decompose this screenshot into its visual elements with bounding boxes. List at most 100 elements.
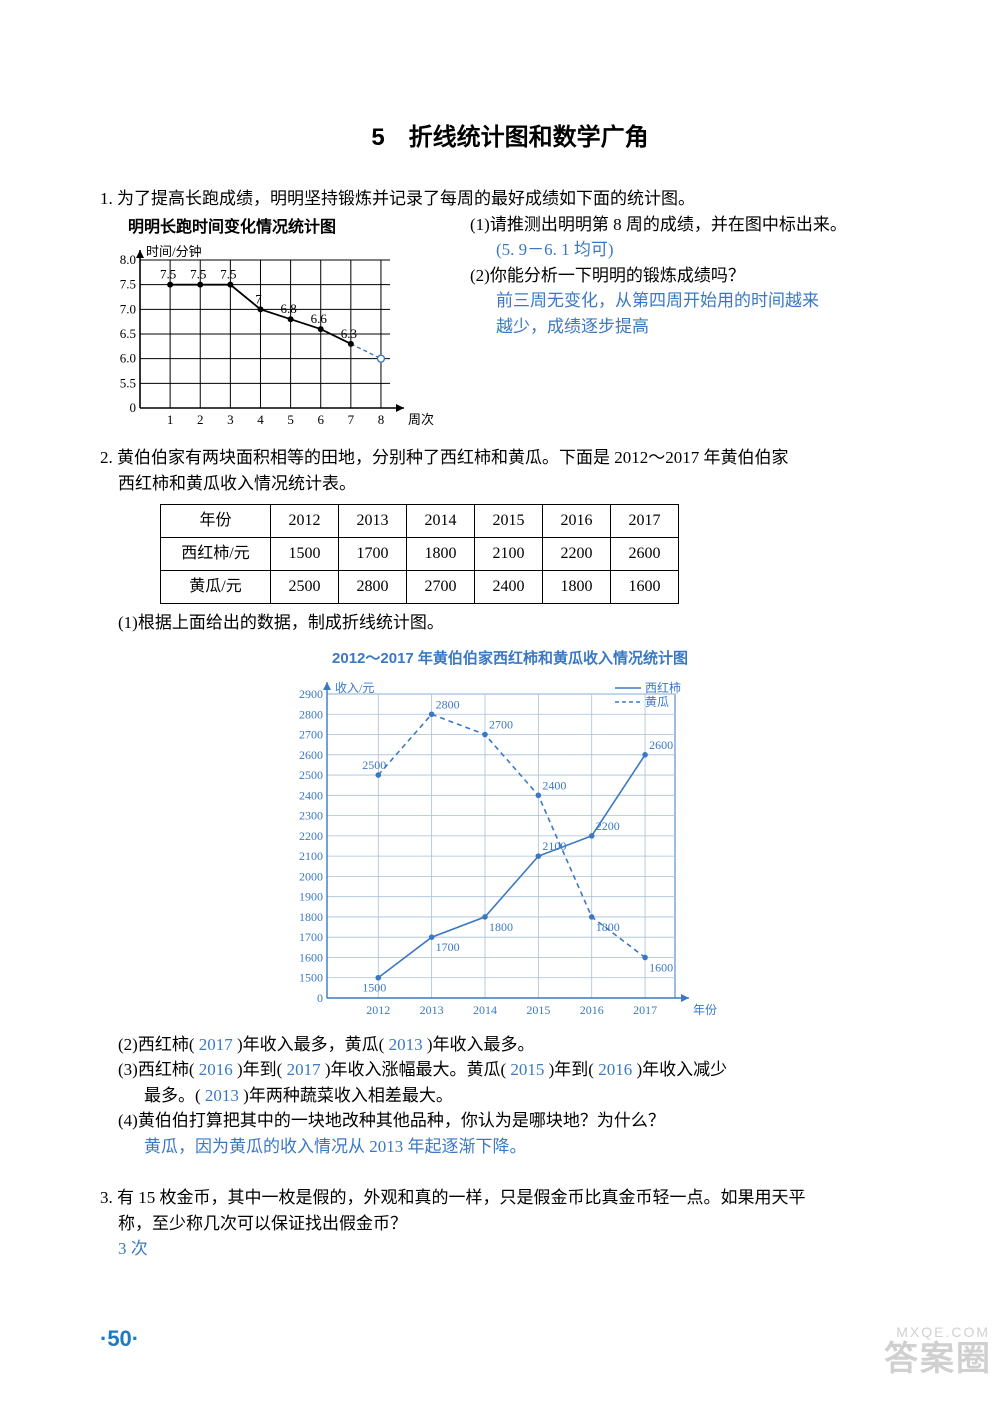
table-cell: 2013 [339,505,407,538]
q1-subquestions: (1)请推测出明明第 8 周的成绩，并在图中标出来。 (5. 9－6. 1 均可… [470,212,920,340]
svg-text:2500: 2500 [299,768,323,782]
svg-text:7.0: 7.0 [120,301,136,316]
q2-sub1: (1)根据上面给出的数据，制成折线统计图。 [118,610,920,636]
table-cell: 2400 [475,571,543,604]
table-cell: 2100 [475,538,543,571]
svg-text:6: 6 [317,412,324,427]
svg-text:1800: 1800 [489,920,513,934]
watermark: 答案圈 [884,1334,992,1385]
svg-text:7.5: 7.5 [190,266,206,281]
table-row: 西红柿/元 1500 1700 1800 2100 2200 2600 [161,538,679,571]
svg-text:8: 8 [378,412,385,427]
svg-text:2: 2 [197,412,204,427]
table-cell: 2012 [271,505,339,538]
svg-text:2700: 2700 [489,718,513,732]
table-row: 黄瓜/元 2500 2800 2700 2400 1800 1600 [161,571,679,604]
svg-text:2300: 2300 [299,809,323,823]
q1-sub1-ans: (5. 9－6. 1 均可) [496,237,920,263]
svg-text:1500: 1500 [299,971,323,985]
table-cell: 西红柿/元 [161,538,271,571]
answer: 2013 [389,1035,423,1054]
answer: 2015 [510,1060,544,1079]
q1-chart: 05.56.06.57.07.58.012345678时间/分钟周次7.57.5… [100,242,440,432]
q2-sub3-l2: 最多。( 2013 )年两种蔬菜收入相差最大。 [144,1083,920,1109]
svg-text:1600: 1600 [649,960,673,974]
svg-text:7.5: 7.5 [160,266,176,281]
svg-text:2016: 2016 [580,1003,604,1017]
table-cell: 年份 [161,505,271,538]
q1-chart-title: 明明长跑时间变化情况统计图 [128,216,440,240]
page-title: 5 折线统计图和数学广角 [100,120,920,156]
svg-text:西红柿: 西红柿 [645,680,681,695]
svg-text:2014: 2014 [473,1003,497,1017]
q2-sub4: (4)黄伯伯打算把其中的一块地改种其他品种，你认为是哪块地？为什么？ [118,1108,920,1134]
svg-text:1800: 1800 [596,920,620,934]
text: )年到( [233,1060,287,1079]
table-cell: 2700 [407,571,475,604]
svg-text:2012: 2012 [366,1003,390,1017]
svg-text:2200: 2200 [299,829,323,843]
table-cell: 1500 [271,538,339,571]
q1-text: 1. 为了提高长跑成绩，明明坚持锻炼并记录了每周的最好成绩如下面的统计图。 [100,186,920,212]
svg-text:2700: 2700 [299,728,323,742]
svg-text:3: 3 [227,412,234,427]
text: )年到( [544,1060,598,1079]
q2-chart-title: 2012～2017 年黄伯伯家西红柿和黄瓜收入情况统计图 [100,648,920,671]
svg-text:0: 0 [130,400,137,415]
svg-text:1700: 1700 [436,940,460,954]
q1-sub2-ans-l1: 前三周无变化，从第四周开始用的时间越来 [496,288,920,314]
q2-sub3: (3)西红柿( 2016 )年到( 2017 )年收入涨幅最大。黄瓜( 2015… [118,1057,920,1083]
q1-sub1: (1)请推测出明明第 8 周的成绩，并在图中标出来。 [470,212,920,238]
q3-ans: 3 次 [118,1236,920,1262]
svg-text:6.6: 6.6 [311,311,328,326]
table-cell: 2200 [543,538,611,571]
q3-text-l2: 称，至少称几次可以保证找出假金币？ [118,1211,920,1237]
table-cell: 2015 [475,505,543,538]
svg-text:1900: 1900 [299,890,323,904]
table-cell: 2600 [611,538,679,571]
svg-text:5.5: 5.5 [120,375,136,390]
table-cell: 2014 [407,505,475,538]
q2-text-l2: 西红柿和黄瓜收入情况统计表。 [118,471,920,497]
svg-text:2400: 2400 [299,788,323,802]
svg-text:7: 7 [348,412,355,427]
q1-sub2-ans-l2: 越少，成绩逐步提高 [496,314,920,340]
table-cell: 黄瓜/元 [161,571,271,604]
svg-text:年份: 年份 [693,1003,717,1017]
q3-text-l1: 3. 有 15 枚金币，其中一枚是假的，外观和真的一样，只是假金币比真金币轻一点… [100,1185,920,1211]
answer: 2017 [287,1060,321,1079]
answer: 2016 [199,1060,233,1079]
q1-sub2: (2)你能分析一下明明的锻炼成绩吗？ [470,263,920,289]
table-row: 年份 2012 2013 2014 2015 2016 2017 [161,505,679,538]
q2-chart: 0150016001700180019002000210022002300240… [275,674,745,1024]
svg-text:1700: 1700 [299,930,323,944]
svg-text:2500: 2500 [362,758,386,772]
q2-sub4-ans: 黄瓜，因为黄瓜的收入情况从 2013 年起逐渐下降。 [144,1134,920,1160]
text: )年收入最多。 [423,1035,535,1054]
svg-text:收入/元: 收入/元 [335,681,374,695]
q2-sub2: (2)西红柿( 2017 )年收入最多，黄瓜( 2013 )年收入最多。 [118,1032,920,1058]
svg-text:2013: 2013 [420,1003,444,1017]
svg-text:6.3: 6.3 [341,325,357,340]
svg-text:周次: 周次 [408,412,434,427]
answer: 2013 [205,1086,239,1105]
svg-text:1: 1 [167,412,174,427]
text: (2)西红柿( [118,1035,199,1054]
table-cell: 1700 [339,538,407,571]
svg-text:2600: 2600 [299,748,323,762]
svg-text:黄瓜: 黄瓜 [645,695,669,709]
text: (3)西红柿( [118,1060,199,1079]
table-cell: 2500 [271,571,339,604]
svg-text:2200: 2200 [596,819,620,833]
svg-text:1600: 1600 [299,950,323,964]
table-cell: 2800 [339,571,407,604]
svg-text:6.5: 6.5 [120,326,136,341]
svg-text:2800: 2800 [299,707,323,721]
text: 最多。( [144,1086,205,1105]
svg-text:2600: 2600 [649,738,673,752]
svg-text:7.5: 7.5 [120,276,136,291]
answer: 2016 [598,1060,632,1079]
svg-text:2900: 2900 [299,687,323,701]
svg-text:7: 7 [255,291,262,306]
svg-text:6.0: 6.0 [120,350,136,365]
